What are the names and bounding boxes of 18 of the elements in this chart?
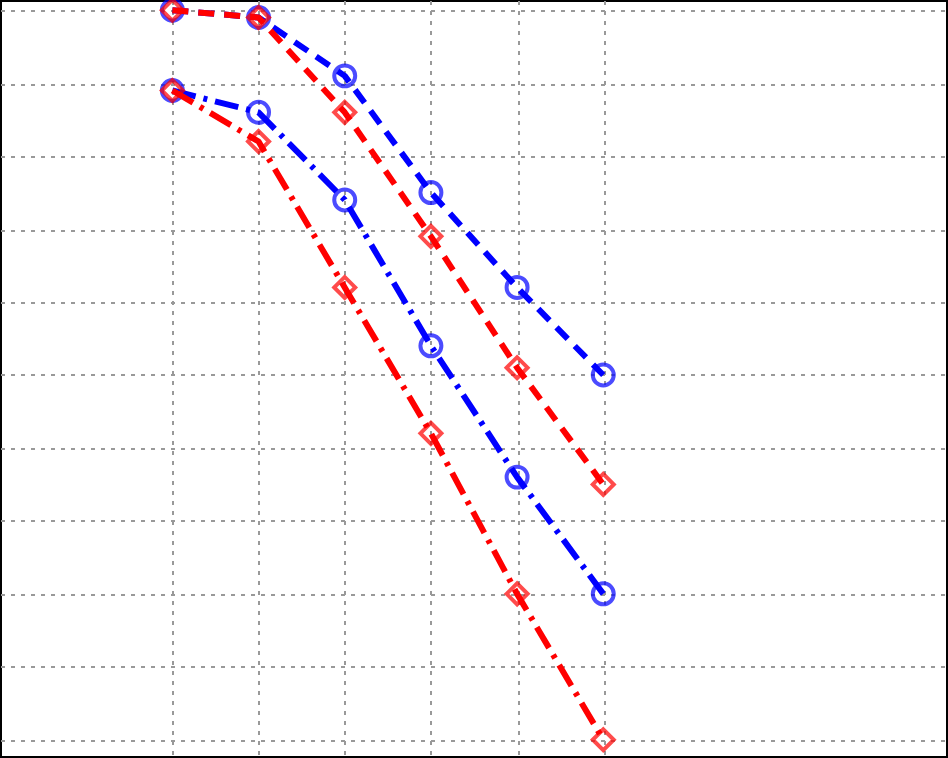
- point: [332, 187, 358, 213]
- point: [332, 274, 358, 300]
- point: [504, 581, 530, 607]
- point: [504, 274, 530, 300]
- point: [418, 180, 444, 206]
- point: [504, 464, 530, 490]
- point: [418, 420, 444, 446]
- point: [590, 727, 616, 753]
- point: [590, 581, 616, 607]
- point: [418, 223, 444, 249]
- point: [246, 99, 272, 125]
- point: [590, 471, 616, 497]
- point: [246, 129, 272, 155]
- point: [590, 362, 616, 388]
- point: [504, 355, 530, 381]
- point: [418, 333, 444, 359]
- point: [332, 99, 358, 125]
- point: [332, 63, 358, 89]
